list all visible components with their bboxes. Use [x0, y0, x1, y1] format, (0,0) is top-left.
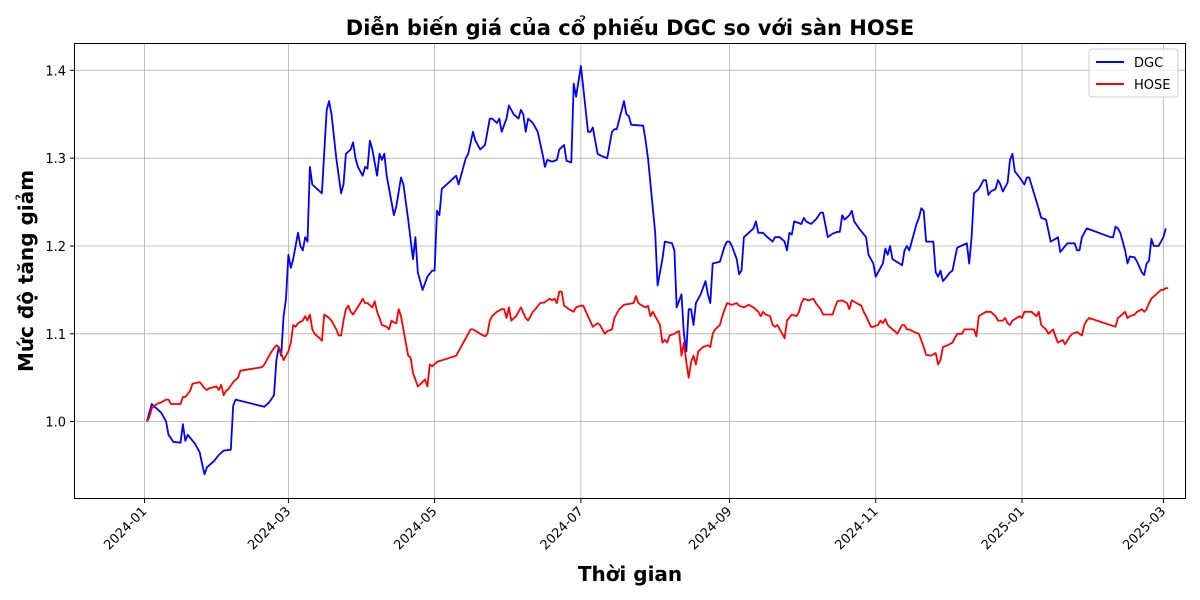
- series-line-hose: [146, 287, 1169, 423]
- y-tick-label: 1.0: [45, 416, 66, 431]
- legend: DGC HOSE: [1088, 48, 1179, 98]
- series-lines: [146, 65, 1169, 476]
- y-tick-label: 1.1: [45, 328, 66, 343]
- y-tick-label: 1.2: [45, 240, 66, 255]
- x-axis-label: Thời gian: [578, 562, 682, 586]
- y-tick-label: 1.4: [45, 64, 66, 79]
- y-tick-label: 1.3: [45, 152, 66, 167]
- plot-frame: [74, 43, 1186, 499]
- legend-label-hose: HOSE: [1134, 78, 1170, 93]
- y-axis-label: Mức độ tăng giảm: [14, 170, 38, 372]
- chart-title: Diễn biến giá của cổ phiếu DGC so với sà…: [346, 15, 914, 40]
- series-line-dgc: [146, 65, 1167, 476]
- legend-label-dgc: DGC: [1134, 56, 1163, 71]
